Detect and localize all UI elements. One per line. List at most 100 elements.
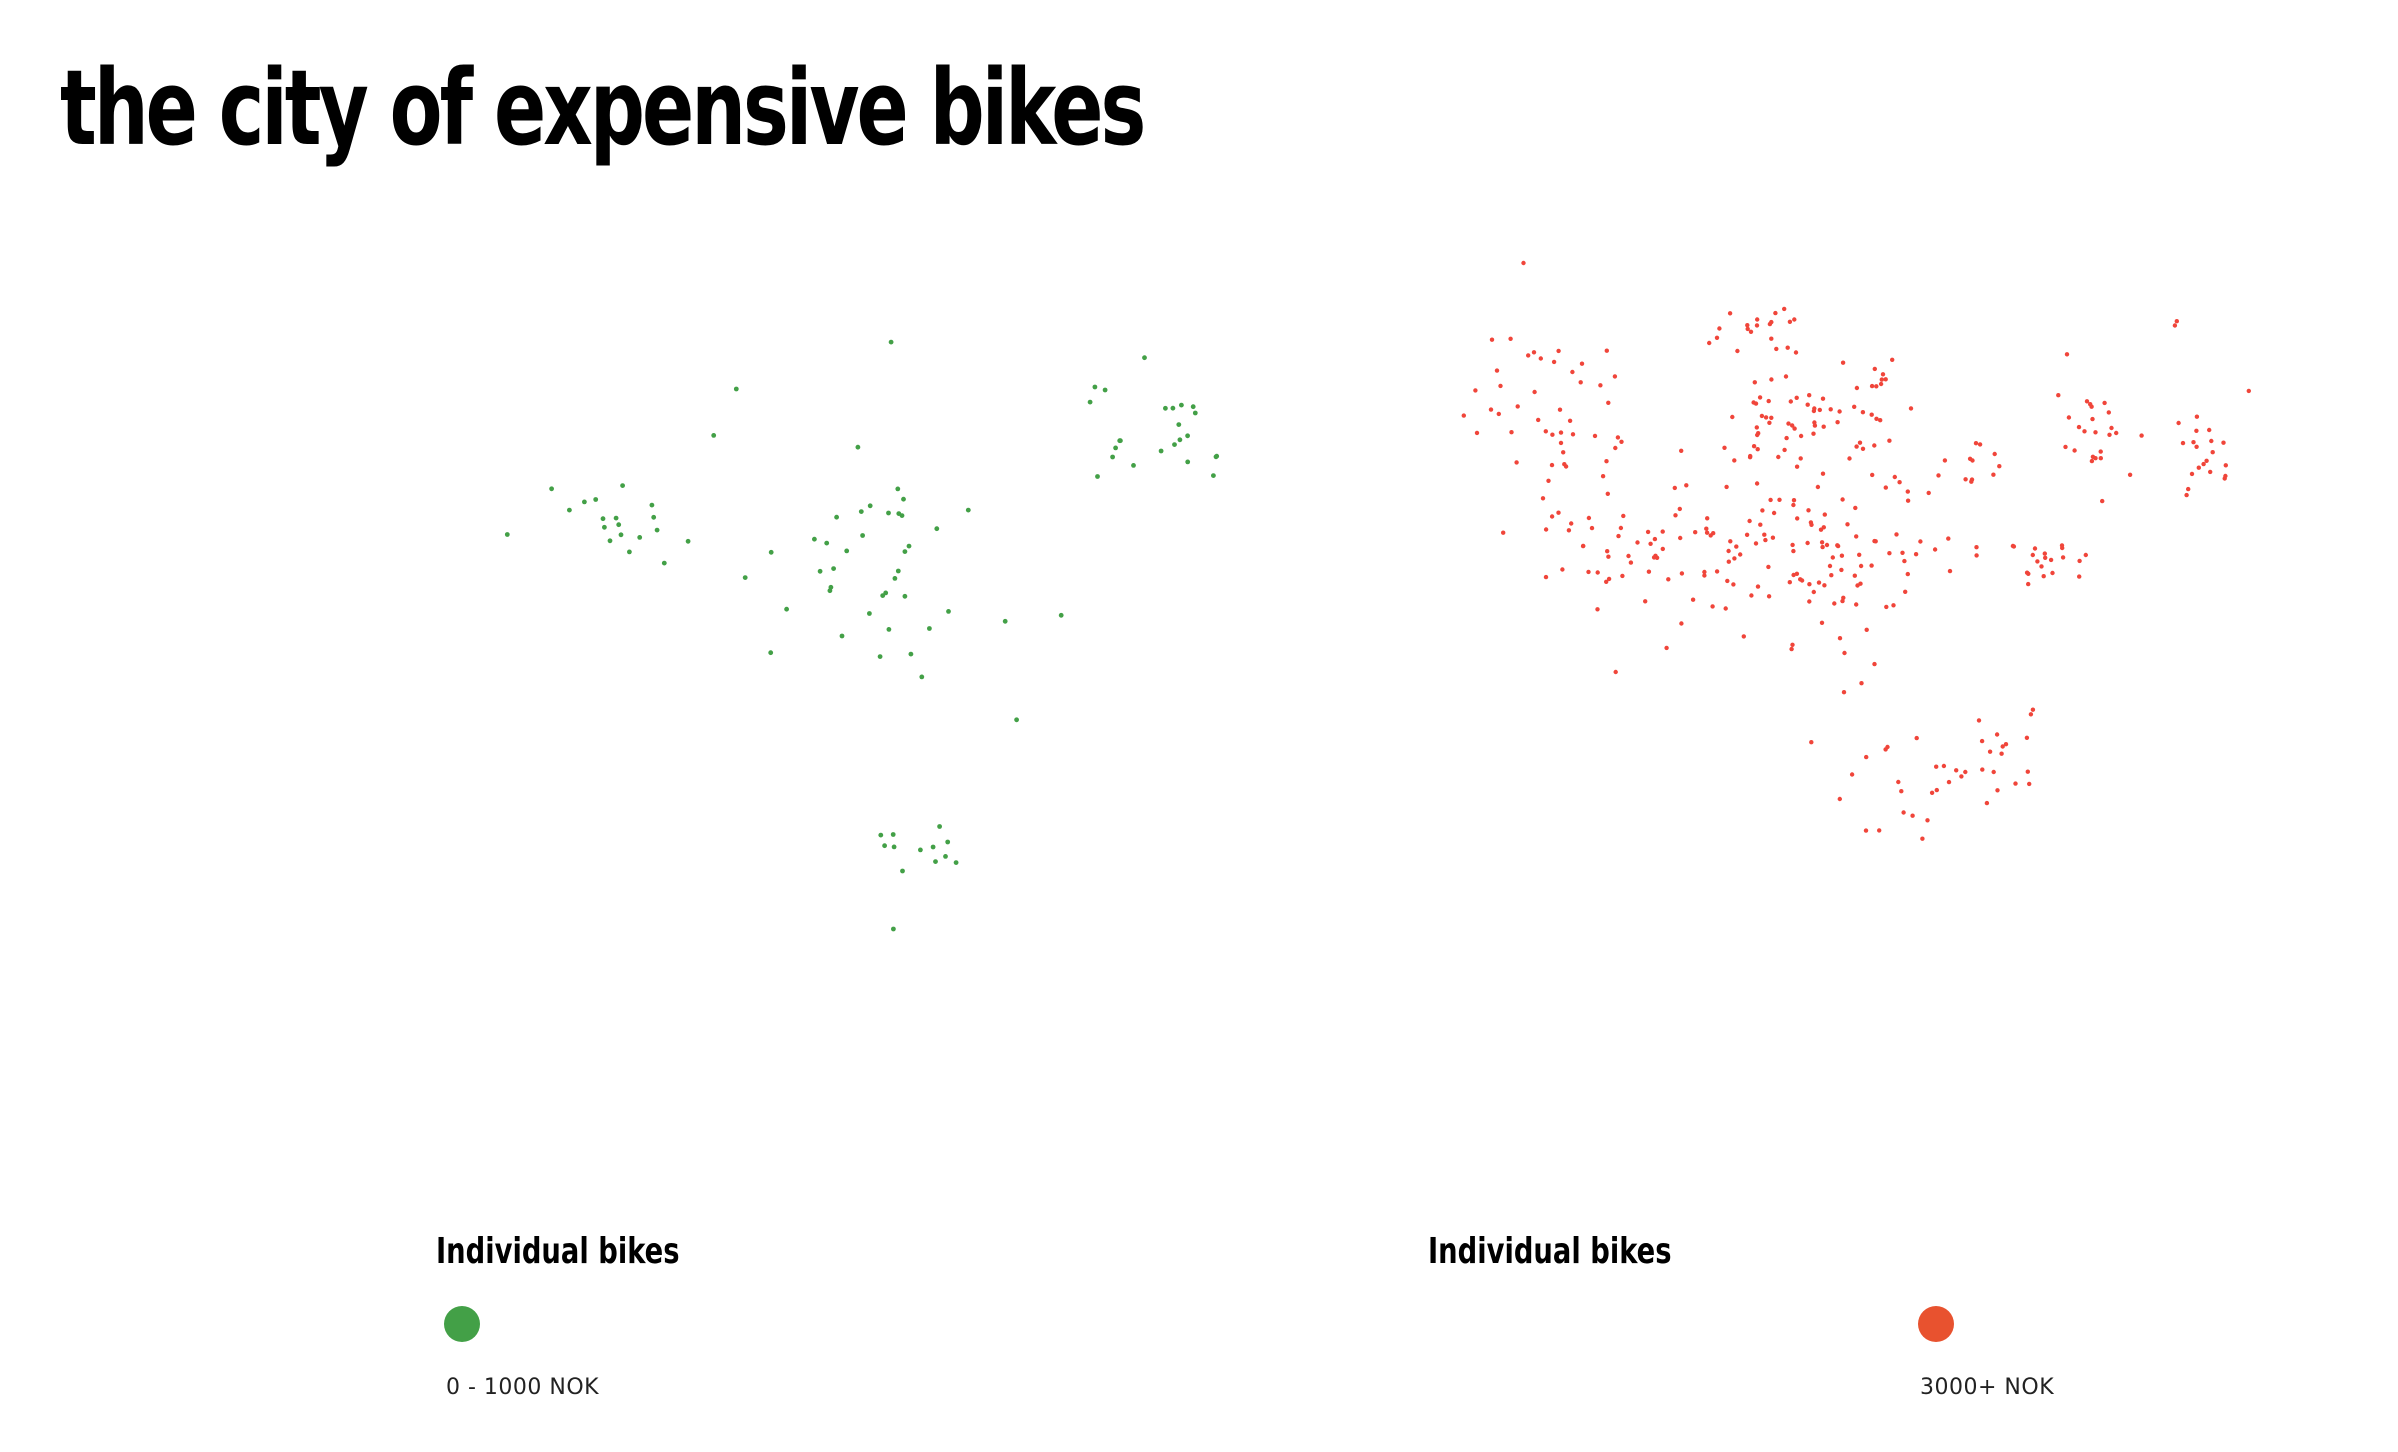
bike-point-expensive-197 [1752, 380, 1758, 385]
bike-point-expensive-346 [1914, 735, 1919, 741]
bike-point-expensive-329 [2077, 574, 2082, 579]
bike-point-cheap-0 [600, 516, 606, 522]
bike-point-cheap-17 [549, 486, 554, 492]
bike-point-expensive-92 [1791, 548, 1796, 554]
bike-point-expensive-192 [1817, 407, 1823, 413]
bike-point-expensive-178 [1787, 580, 1793, 585]
bike-point-expensive-182 [1724, 484, 1729, 490]
bike-point-expensive-313 [2059, 543, 2065, 548]
bike-point-expensive-48 [1612, 374, 1618, 379]
bike-point-expensive-22 [1604, 459, 1609, 464]
bike-point-expensive-134 [1618, 525, 1624, 531]
bike-point-expensive-51 [1751, 444, 1757, 449]
bike-point-expensive-258 [1626, 553, 1631, 559]
bike-point-expensive-96 [1789, 646, 1794, 652]
bike-point-expensive-4 [1532, 389, 1537, 395]
bike-point-expensive-91 [1726, 559, 1732, 564]
bike-point-expensive-71 [1673, 513, 1678, 518]
bike-point-cheap-33 [877, 654, 883, 659]
bike-point-expensive-101 [1852, 573, 1858, 578]
bike-point-expensive-214 [1753, 401, 1759, 406]
bike-point-expensive-322 [2043, 555, 2048, 560]
bike-point-expensive-165 [1902, 558, 1907, 564]
bike-point-expensive-52 [1827, 563, 1833, 569]
bike-point-expensive-23 [1562, 462, 1567, 467]
bike-point-expensive-29 [1570, 432, 1576, 437]
bike-point-expensive-219 [1776, 454, 1781, 460]
bike-point-expensive-385 [1755, 317, 1760, 322]
bike-point-expensive-274 [2076, 424, 2082, 430]
bike-point-expensive-69 [1795, 516, 1800, 521]
bike-point-expensive-186 [1704, 530, 1710, 535]
bike-point-cheap-45 [919, 674, 925, 680]
bike-point-expensive-44 [1605, 491, 1611, 496]
bike-point-expensive-89 [1905, 498, 1911, 503]
bike-point-expensive-359 [1991, 769, 1996, 775]
bike-point-expensive-107 [1816, 580, 1822, 585]
bike-point-cheap-11 [654, 527, 660, 533]
bike-point-expensive-189 [1897, 480, 1902, 485]
bike-point-expensive-302 [2223, 463, 2228, 468]
bike-point-expensive-177 [1859, 681, 1864, 686]
bike-point-expensive-301 [2186, 486, 2191, 492]
bike-point-expensive-60 [1918, 539, 1923, 544]
bike-point-expensive-343 [1959, 774, 1964, 779]
bike-point-expensive-251 [1606, 554, 1611, 559]
bike-point-expensive-12 [1515, 404, 1520, 409]
bike-point-expensive-25 [1558, 430, 1564, 435]
bike-point-cheap-94 [504, 532, 510, 537]
bike-point-expensive-63 [1732, 556, 1737, 561]
bike-point-expensive-393 [1883, 377, 1888, 382]
bike-point-expensive-176 [1926, 490, 1931, 496]
bike-point-expensive-190 [1812, 420, 1817, 425]
bike-point-cheap-35 [711, 433, 717, 438]
bike-point-expensive-288 [2093, 456, 2098, 461]
bike-point-expensive-371 [1745, 326, 1750, 332]
bike-point-expensive-220 [1820, 396, 1826, 401]
bike-point-cheap-96 [1058, 612, 1064, 618]
bike-point-cheap-93 [945, 839, 951, 845]
bike-point-expensive-84 [1839, 567, 1844, 573]
bike-point-expensive-119 [1749, 593, 1754, 598]
bike-point-expensive-14 [1579, 361, 1585, 366]
bike-point-expensive-264 [1651, 555, 1657, 560]
bike-point-expensive-408 [1967, 456, 1973, 461]
bike-point-expensive-417 [2172, 323, 2178, 328]
bike-point-expensive-67 [1845, 522, 1850, 527]
bike-point-cheap-26 [892, 576, 898, 581]
bike-point-cheap-18 [906, 543, 912, 549]
bike-point-expensive-324 [2041, 574, 2046, 579]
bike-point-cheap-64 [1087, 399, 1093, 405]
bike-point-expensive-66 [1854, 534, 1859, 539]
bike-point-expensive-260 [1648, 541, 1653, 546]
bike-point-expensive-319 [2060, 555, 2066, 560]
bike-point-expensive-8 [1556, 348, 1561, 354]
bike-point-expensive-155 [1835, 543, 1840, 548]
bike-point-expensive-208 [1755, 432, 1760, 438]
bike-point-cheap-39 [867, 503, 873, 509]
bike-point-expensive-180 [1883, 485, 1889, 490]
bike-point-expensive-150 [1794, 464, 1800, 469]
bike-point-expensive-380 [1717, 326, 1722, 331]
bike-point-expensive-87 [1913, 552, 1919, 557]
bike-point-expensive-236 [1586, 515, 1592, 521]
bike-point-expensive-181 [1820, 544, 1825, 550]
bike-point-expensive-173 [1710, 604, 1715, 609]
bike-point-expensive-230 [1569, 521, 1574, 526]
bike-point-expensive-355 [2028, 712, 2034, 717]
bike-point-expensive-21 [1566, 528, 1572, 533]
bike-point-expensive-211 [1854, 444, 1859, 449]
bike-point-cheap-23 [817, 568, 823, 574]
bike-point-expensive-317 [2077, 558, 2082, 564]
bike-point-cheap-1 [637, 535, 643, 540]
bike-point-expensive-216 [1805, 402, 1810, 407]
bike-point-cheap-53 [812, 536, 817, 542]
bike-point-cheap-6 [627, 549, 632, 555]
bike-point-expensive-204 [1821, 424, 1826, 429]
bike-point-expensive-337 [1994, 732, 2000, 737]
bike-point-expensive-295 [2191, 440, 2196, 445]
bike-point-expensive-402 [1880, 372, 1886, 377]
bike-point-expensive-391 [1840, 360, 1846, 365]
bike-point-expensive-20 [1561, 450, 1566, 455]
bike-point-cheap-99 [733, 386, 739, 392]
